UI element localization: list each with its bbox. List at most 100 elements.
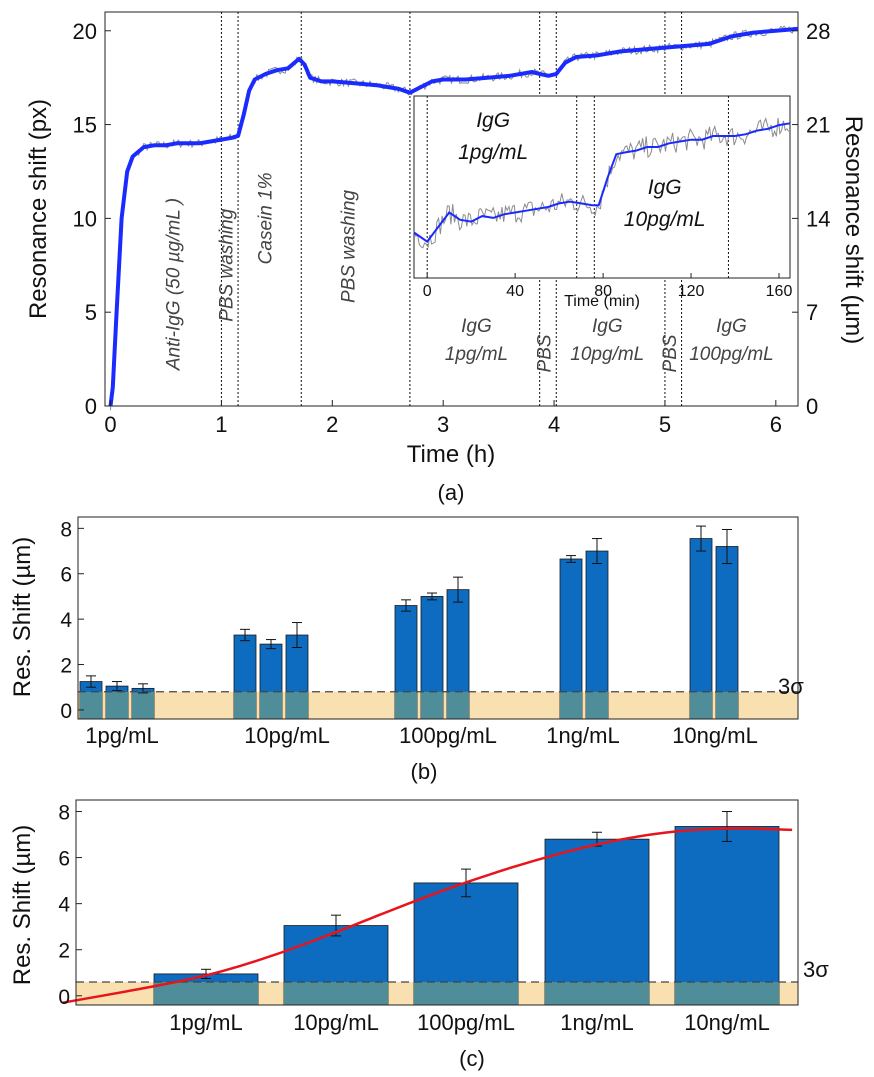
panel-b-bar-overlap [286, 691, 308, 719]
inset-xlabel: Time (min) [564, 293, 640, 310]
panel-c-category-label: 100pg/mL [417, 1010, 515, 1035]
panel-a-annotation-3: PBS washing [338, 190, 359, 303]
panel-b-threshold-label: 3σ [778, 674, 804, 699]
panel-b-ytick-label: 8 [60, 518, 72, 541]
panel-c-fit-curve [62, 827, 793, 1004]
panel-a-frame [104, 11, 799, 407]
panel-b-bar-overlap [132, 691, 154, 719]
panel-c-ytick-label: 2 [58, 940, 70, 963]
inset-xtick-label: 80 [594, 283, 612, 300]
panel-a-xtick-label: 5 [659, 412, 671, 437]
inset-trace [413, 122, 791, 243]
panel-b-bar-overlap [234, 691, 256, 719]
panel-a-annotation-0: Anti-IgG (50 µg/mL ) [163, 198, 184, 371]
panel-a-y2tick-label: 0 [806, 394, 818, 419]
panel-b-bar-overlap [395, 691, 417, 719]
panel-a-annotation-2: Casein 1% [255, 172, 276, 264]
panel-a-ytick-label: 10 [73, 206, 97, 231]
panel-b-ytick-label: 6 [60, 564, 72, 587]
panel-b-category-label: 10pg/mL [244, 723, 330, 748]
panel-a-xtick-label: 1 [215, 412, 227, 437]
panel-b-ytick-label: 2 [60, 655, 72, 678]
inset-annotation-0: IgG [476, 109, 510, 132]
panel-a-annotation-1: PBS washing [217, 208, 238, 321]
inset-xtick-label: 120 [678, 283, 705, 300]
panel-a-annotation-4: 1pg/mL [445, 344, 508, 365]
panel-b-ytick-label: 4 [60, 609, 72, 632]
panel-b-caption: (b) [411, 759, 438, 784]
panel-c-caption: (c) [459, 1046, 485, 1071]
inset-annotation-0: 1pg/mL [458, 141, 528, 164]
panel-c-bar-overlap [284, 981, 388, 1005]
panel-c-category-label: 1pg/mL [169, 1010, 242, 1035]
panel-b-ylabel: Res. Shift (µm) [9, 537, 36, 698]
panel-c-ytick-label: 4 [58, 894, 70, 917]
panel-a-ytick-label: 20 [73, 19, 97, 44]
panel-a-ytick-label: 0 [85, 394, 97, 419]
panel-a-y2tick-label: 7 [806, 300, 818, 325]
panel-a-ytick-label: 15 [73, 113, 97, 138]
panel-b-bar-overlap [716, 691, 738, 719]
panel-c: 0 2 4 6 8 1pg/mL 10pg/mL 100pg/mL 1ng/mL 10ng/mL… [9, 799, 829, 1071]
inset-frame [413, 95, 791, 279]
panel-b-bar-overlap [106, 691, 128, 719]
panel-a-annotation-5: PBS [535, 334, 556, 372]
panel-c-bar-overlap [675, 981, 779, 1005]
panel-a-caption: (a) [438, 480, 465, 505]
panel-b-bar-overlap [80, 691, 102, 719]
panel-c-ytick-label: 6 [58, 848, 70, 871]
panel-a-xtick-label: 2 [326, 412, 338, 437]
panel-c-frame [75, 799, 799, 1006]
panel-b-frame [77, 516, 799, 720]
inset-xtick-label: 160 [766, 283, 793, 300]
panel-b-bar-overlap [260, 691, 282, 719]
panel-c-ytick-label: 0 [58, 986, 70, 1009]
panel-a-xtick-label: 3 [437, 412, 449, 437]
panel-c-bar-overlap [414, 981, 518, 1005]
panel-a-y2tick-label: 21 [806, 113, 830, 138]
panel-c-category-label: 1ng/mL [560, 1010, 633, 1035]
panel-c-ylabel: Res. Shift (µm) [9, 825, 36, 986]
panel-c-bar [544, 838, 650, 1006]
panel-b-ytick-label: 0 [60, 700, 72, 723]
panel-a-y2tick-label: 28 [806, 19, 830, 44]
panel-a-annotation-7: PBS [660, 334, 681, 372]
panel-b-category-label: 1pg/mL [85, 723, 158, 748]
panel-b: 0 2 4 6 8 1pg/mL 10pg/mL 100pg/mL 1ng/mL 10ng/mL… [9, 516, 804, 784]
panel-b-category-label: 1ng/mL [546, 723, 619, 748]
panel-b-bar-overlap [586, 691, 608, 719]
panel-b-bar-overlap [560, 691, 582, 719]
panel-c-category-label: 10ng/mL [684, 1010, 770, 1035]
panel-c-threshold-label: 3σ [803, 957, 829, 982]
inset-xtick-label: 0 [423, 283, 432, 300]
panel-c-bar [674, 826, 780, 1006]
inset-xtick-label: 40 [506, 283, 524, 300]
panel-c-bar-overlap [154, 981, 258, 1005]
panel-b-category-label: 100pg/mL [399, 723, 497, 748]
inset-annotation-1: IgG [648, 176, 682, 199]
panel-a-xlabel: Time (h) [407, 441, 495, 468]
panel-b-bar-overlap [690, 691, 712, 719]
panel-b-bar-overlap [421, 691, 443, 719]
panel-a-annotation-8: 100pg/mL [689, 344, 774, 365]
panel-b-category-label: 10ng/mL [672, 723, 758, 748]
panel-a-xtick-label: 4 [548, 412, 560, 437]
panel-a-inset: 0 40 80 120 160 IgG 1pg/mL IgG 10pg/mL Time (mi… [413, 95, 793, 310]
panel-c-bar-overlap [545, 981, 649, 1005]
panel-a-y2tick-label: 14 [806, 206, 830, 231]
panel-a-ylabel: Resonance shift (px) [25, 99, 52, 319]
inset-annotation-1: 10pg/mL [624, 208, 706, 231]
panel-a-ytick-label: 5 [85, 300, 97, 325]
panel-a-trace [108, 26, 799, 407]
panel-a-xtick-label: 0 [104, 412, 116, 437]
panel-a-annotation-4: IgG [461, 316, 492, 337]
panel-c-category-label: 10pg/mL [293, 1010, 379, 1035]
panel-a-xtick-label: 6 [770, 412, 782, 437]
panel-a-annotation-6: 10pg/mL [570, 344, 644, 365]
panel-a-annotation-6: IgG [592, 316, 623, 337]
panel-c-ytick-label: 8 [58, 802, 70, 825]
panel-a-annotation-8: IgG [716, 316, 747, 337]
panel-a-y2label: Resonance shift (µm) [840, 116, 867, 345]
